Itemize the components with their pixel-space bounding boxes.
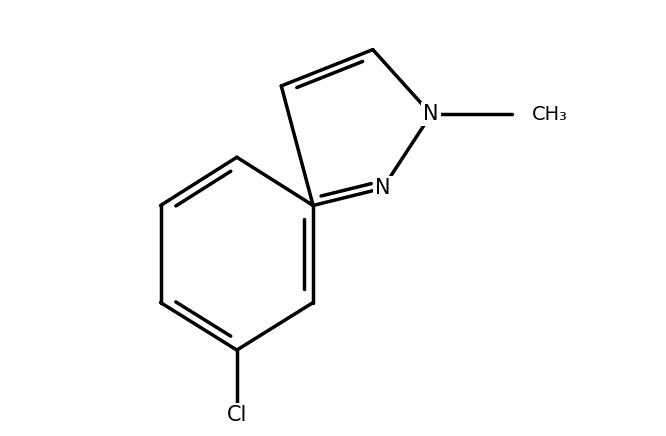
Text: CH₃: CH₃: [532, 105, 568, 124]
Text: N: N: [424, 104, 439, 124]
Text: Cl: Cl: [226, 405, 247, 425]
Text: N: N: [375, 178, 390, 198]
